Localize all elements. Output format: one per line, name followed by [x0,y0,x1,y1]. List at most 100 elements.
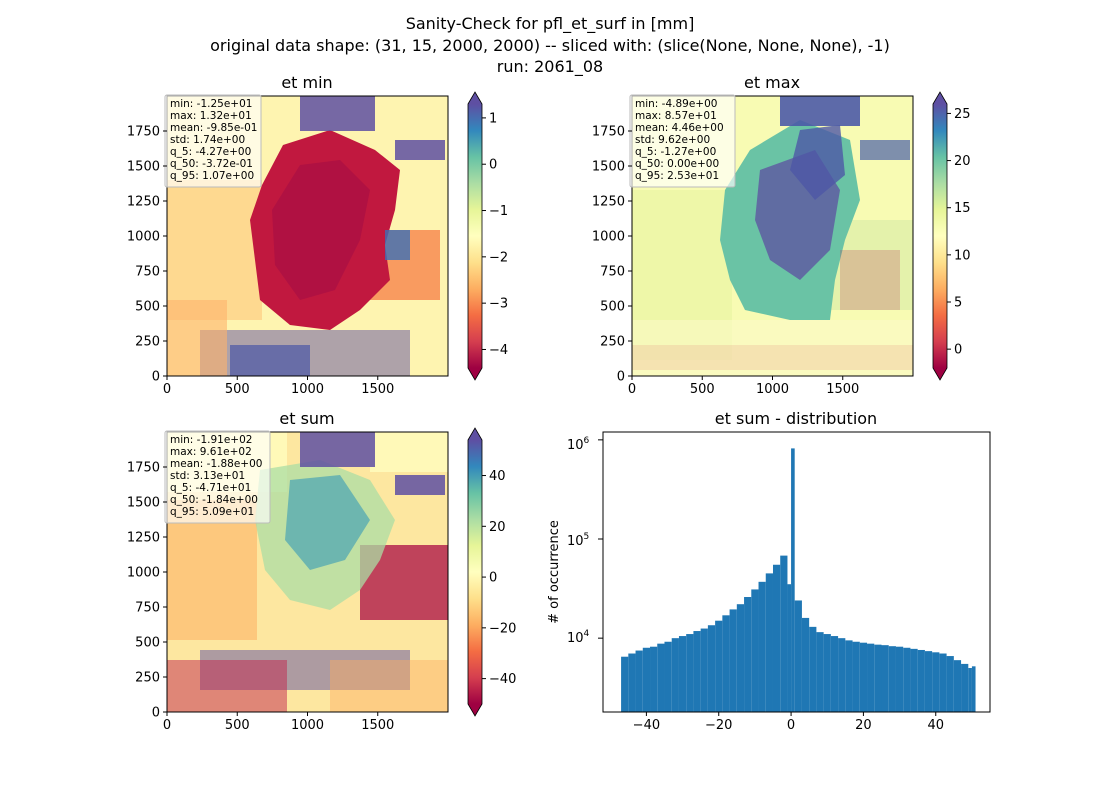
colorbar-gradient [468,440,482,704]
colorbar-tick-label: 10 [954,248,971,263]
stats-box-et-sum: min: -1.91e+02 max: 9.61e+02 mean: -1.88… [164,430,271,524]
colorbar-outline [467,91,483,381]
colorbar-tick-label: 25 [954,107,971,122]
suptitle-line-1: Sanity-Check for pfl_et_surf in [mm] [406,14,695,34]
stat-q50: q_50: -1.84e+00 [170,494,258,506]
stat-min: min: -1.25e+01 [170,98,252,110]
colorbar-tick-label: −1 [489,204,508,219]
map-et-min [167,96,448,376]
histogram-bar [765,573,773,712]
histogram-bar [700,628,708,712]
histogram-bar [780,555,788,712]
x-axis-et-sum: 0 500 1000 1500 [163,712,394,733]
histogram-bar [650,646,658,712]
histogram-bar [729,609,737,712]
histogram-bar [657,643,665,712]
stat-q50: q_50: -3.72e-01 [170,158,253,170]
y-tick-label: 1000 [592,230,625,245]
histogram-bar [801,617,810,712]
histogram-bar [635,650,643,712]
colorbar-tick-label: −4 [489,343,508,358]
histogram-bar [816,632,824,712]
y-axis-label: # of occurrence [547,520,562,624]
histogram-bar [971,666,976,712]
histogram-bar [794,600,802,712]
histogram-bar [628,653,636,712]
stat-std: std: 3.13e+01 [170,470,245,482]
stat-q50: q_50: 0.00e+00 [635,158,719,170]
histogram-bars [621,448,976,712]
y-tick-label: 1750 [592,125,625,140]
colorbar-tick-label: 5 [954,296,962,311]
y-tick-label: 250 [600,335,625,350]
histogram-bar [852,641,860,712]
colorbar-gradient [933,104,947,368]
histogram-bar [961,663,969,712]
histogram-bar [924,651,933,712]
y-tick-label: 750 [135,265,160,280]
histogram-bar [693,631,701,712]
histogram-bar [888,646,896,712]
stats-box-et-max: min: -4.89e+00 max: 8.57e+01 mean: 4.46e… [629,94,736,188]
histogram-bar [671,638,679,712]
stat-q95: q_95: 5.09e+01 [170,506,254,518]
ytick-1e5: 105 [567,532,589,549]
x-tick-label: 1500 [361,718,394,733]
colorbar-tick-label: −2 [489,250,508,265]
x-tick-label: 1000 [756,382,789,397]
histogram-bar [736,604,745,712]
colorbar-outline [467,427,483,717]
x-tick-label: 500 [225,382,250,397]
colorbar-tick-label: 0 [954,343,962,358]
stat-max: max: 1.32e+01 [170,110,252,122]
stat-mean: mean: 4.46e+00 [635,122,724,134]
y-axis-et-max: 0 250 500 750 1000 1250 1500 1750 [592,125,632,385]
colorbar-tick-label: 40 [489,469,506,484]
x-tick-label: 0 [628,382,636,397]
histogram-bar [744,597,752,712]
histogram-bar [939,653,947,712]
y-tick-label: 0 [152,370,160,385]
histogram-bar [722,615,730,712]
y-tick-label: 500 [135,300,160,315]
histogram-bar [791,448,795,712]
y-tick-label: 250 [135,671,160,686]
histogram-bar [678,636,687,712]
colorbar-tick-label: 20 [489,520,506,535]
histogram-bar [758,581,766,712]
suptitle-line-3: run: 2061_08 [497,57,603,77]
colorbar-extend-min [468,368,482,380]
stat-max: max: 9.61e+02 [170,446,252,458]
panel-title-et-max: et max [744,73,800,92]
colorbar-tick-label: 15 [954,201,971,216]
panel-et-sum-distribution: et sum - distribution # of occurrence −4… [547,409,991,733]
histogram-bar [830,636,839,712]
colorbar-tick-label: 0 [489,571,497,586]
ytick-1e6: 106 [567,436,590,453]
y-tick-label: 1500 [127,160,160,175]
histogram-bar [910,648,918,712]
histogram-bar [881,645,889,712]
histogram-bar [823,634,831,712]
histogram-bar [867,643,875,712]
stat-q5: q_5: -1.27e+00 [635,146,716,158]
panel-title-et-sum: et sum [279,409,334,428]
y-tick-label: 500 [600,300,625,315]
x-tick-label: 0 [163,382,171,397]
x-tick-label: 0 [787,718,795,733]
y-tick-label: 1500 [127,496,160,511]
y-tick-label: 1000 [127,230,160,245]
colorbar-tick-label: −3 [489,297,508,312]
colorbar-outline [932,91,948,381]
histogram-bar [917,649,925,712]
x-tick-label: 500 [690,382,715,397]
histogram-bar [664,641,672,712]
axes-frame [602,431,991,713]
stat-mean: mean: -9.85e-01 [170,122,257,134]
histogram-bar [686,634,694,712]
colorbar-extend-min [933,368,947,380]
colorbar-extend-max [933,92,947,104]
colorbar-tick-label: 0 [489,158,497,173]
histogram-bar [621,656,629,712]
panel-et-sum: et sum min: -1.91e+02 max: 9.61e+02 mean… [127,409,517,733]
